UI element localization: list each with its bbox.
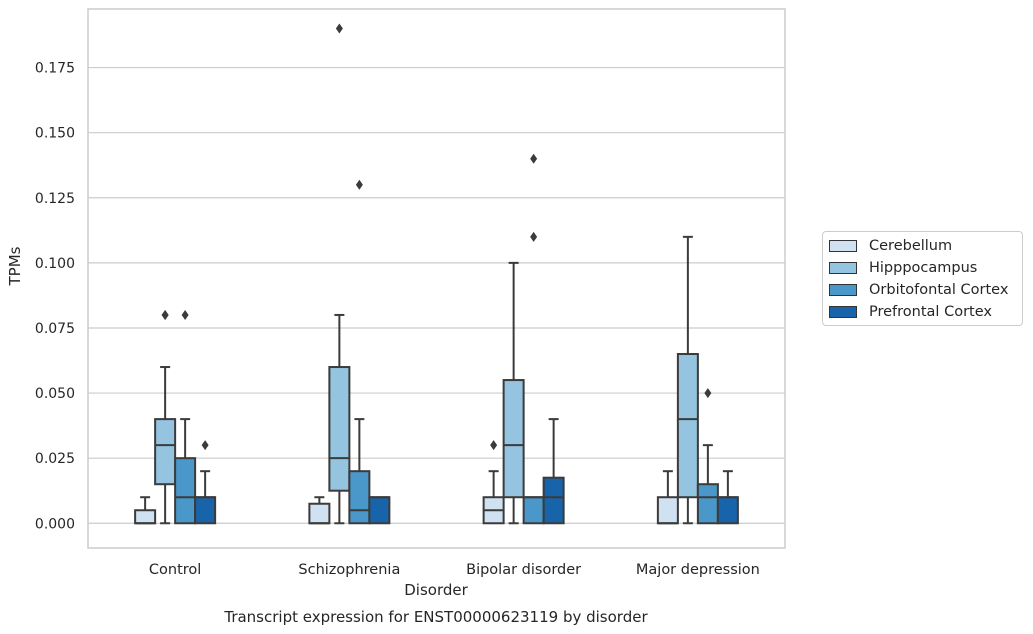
box-hipppocampus-1 (328, 23, 351, 525)
outlier-point (161, 309, 169, 320)
box-body (328, 366, 351, 492)
y-tick-label: 0.150 (35, 126, 75, 142)
y-tick-label: 0.175 (35, 61, 75, 77)
box-cerebellum-0 (134, 496, 157, 525)
box-body (134, 509, 157, 525)
y-tick-label: 0.125 (35, 191, 75, 207)
box-body (542, 476, 565, 525)
legend-label: Hipppocampus (869, 260, 978, 276)
outlier-point (181, 309, 189, 320)
box-body (716, 496, 739, 525)
box-orbitofontal-cortex-1 (348, 179, 371, 525)
y-tick-label: 0.050 (35, 386, 75, 402)
box-body (154, 418, 177, 486)
outlier-point (335, 23, 343, 34)
legend-label: Orbitofontal Cortex (869, 282, 1009, 298)
box-orbitofontal-cortex-3 (696, 388, 719, 525)
x-tick-label: Major depression (636, 562, 760, 578)
y-tick-label: 0.075 (35, 321, 75, 337)
box-body (308, 502, 331, 525)
legend: Cerebellum Hipppocampus Orbitofontal Cor… (822, 231, 1023, 326)
axes: 0.000 0.025 0.050 0.075 0.100 0.125 0.150 0.175… (35, 8, 786, 578)
x-tick-label: Bipolar disorder (466, 562, 581, 578)
y-tick-label: 0.100 (35, 256, 75, 272)
y-tick-label: 0.000 (35, 516, 75, 532)
legend-item-prefrontal: Prefrontal Cortex (829, 302, 992, 322)
legend-item-cerebellum: Cerebellum (829, 236, 952, 256)
box-orbitofontal-cortex-2 (522, 153, 545, 525)
gridlines (88, 66, 785, 524)
chart-title: Transcript expression for ENST0000062311… (223, 608, 648, 626)
boxes (134, 23, 739, 525)
legend-swatch-prefrontal (829, 306, 857, 318)
box-body (676, 353, 699, 499)
box-cerebellum-1 (308, 496, 331, 525)
legend-swatch-orbitofrontal (829, 284, 857, 296)
box-hipppocampus-2 (502, 261, 525, 525)
legend-item-hippocampus: Hipppocampus (829, 258, 977, 278)
box-body (174, 457, 197, 525)
box-hipppocampus-3 (676, 235, 699, 525)
box-prefrontal-cortex-3 (716, 470, 739, 525)
box-body (696, 483, 719, 525)
box-cerebellum-2 (482, 440, 505, 525)
box-prefrontal-cortex-2 (542, 418, 565, 525)
box-body (194, 496, 217, 525)
y-tick-label: 0.025 (35, 451, 75, 467)
legend-label: Prefrontal Cortex (869, 304, 992, 320)
outlier-point (201, 440, 209, 451)
outlier-point (355, 179, 363, 190)
legend-item-orbitofrontal: Orbitofontal Cortex (829, 280, 1008, 300)
box-cerebellum-3 (656, 470, 679, 525)
y-axis-label: TPMs (6, 246, 24, 286)
x-tick-label: Schizophrenia (298, 562, 400, 578)
box-body (348, 470, 371, 525)
x-axis-label: Disorder (404, 581, 468, 599)
legend-swatch-cerebellum (829, 240, 857, 252)
box-body (522, 496, 545, 525)
legend-label: Cerebellum (869, 238, 953, 254)
box-prefrontal-cortex-0 (194, 440, 217, 525)
box-orbitofontal-cortex-0 (174, 309, 197, 525)
legend-swatch-hippocampus (829, 262, 857, 274)
plot-frame (87, 8, 786, 549)
box-body (368, 496, 391, 525)
outlier-point (704, 388, 712, 399)
outlier-point (530, 231, 538, 242)
outlier-point (530, 153, 538, 164)
box-hipppocampus-0 (154, 309, 177, 525)
box-body (502, 379, 525, 499)
outlier-point (490, 440, 498, 451)
box-prefrontal-cortex-1 (368, 496, 391, 525)
x-tick-label: Control (149, 562, 201, 578)
box-body (656, 496, 679, 525)
